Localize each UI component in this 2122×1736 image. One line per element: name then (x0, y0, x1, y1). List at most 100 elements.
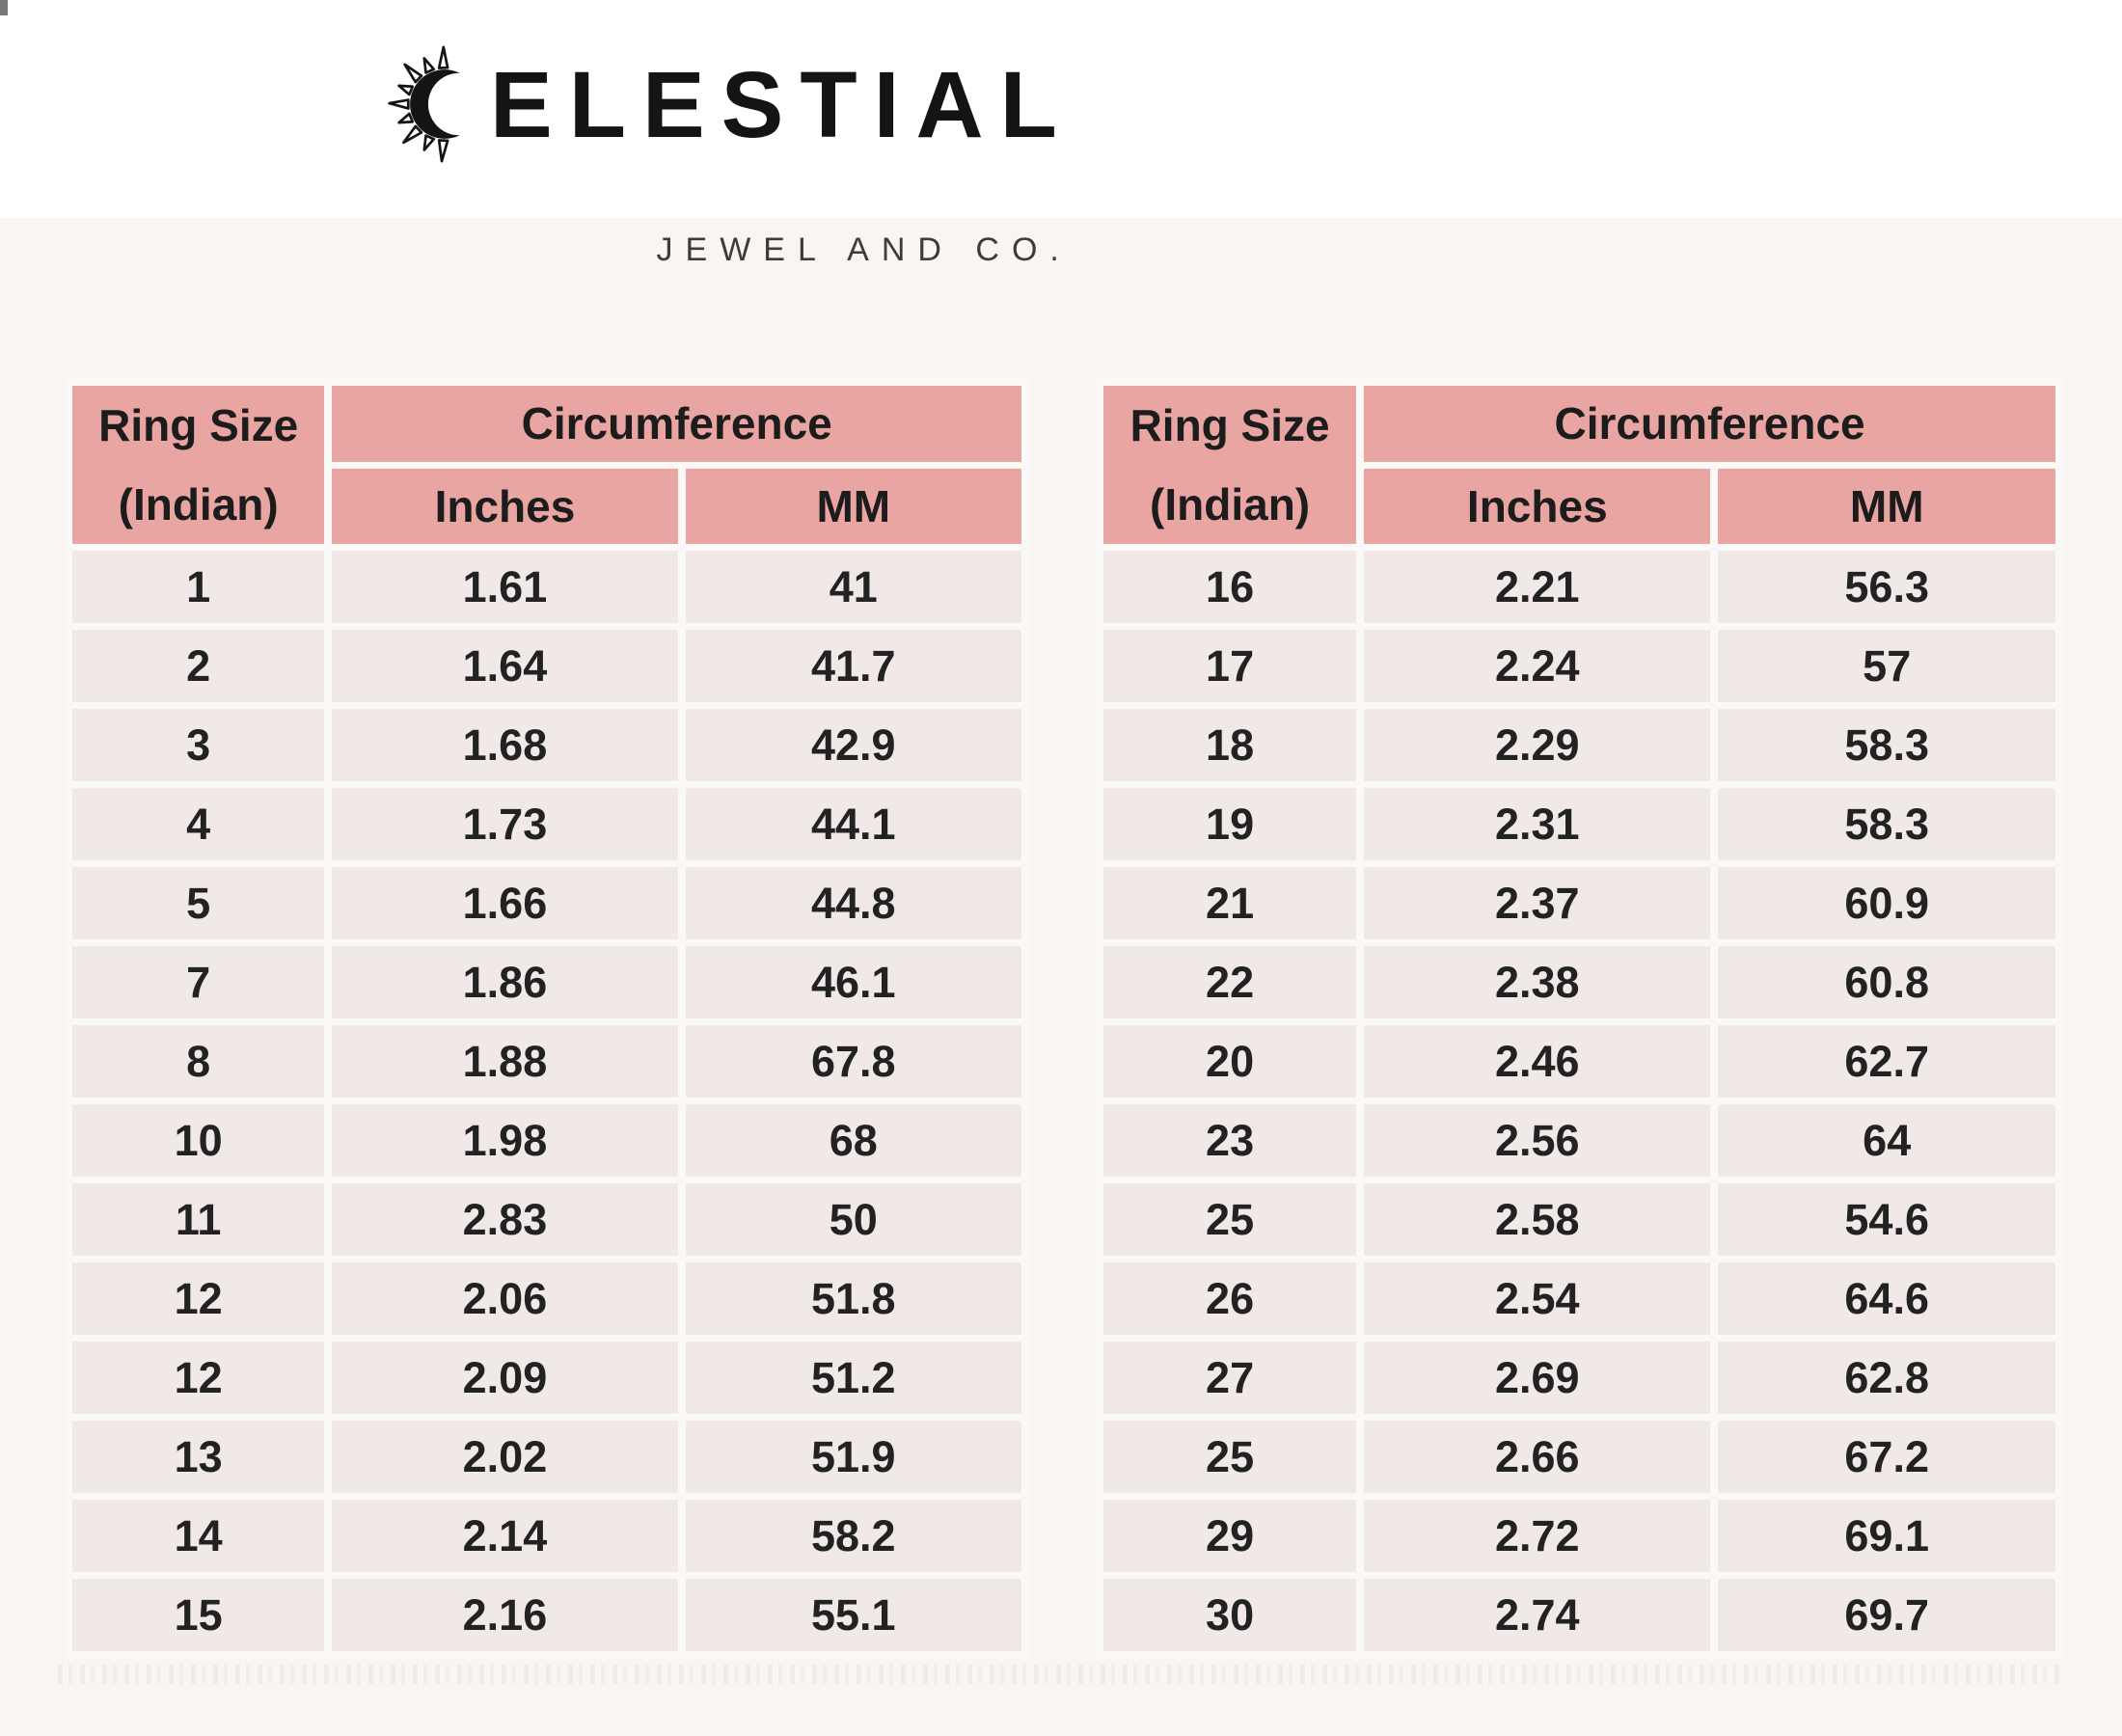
table-cell: 2.29 (1364, 709, 1711, 781)
table-cell: 8 (72, 1025, 325, 1098)
table-row: 3 1.68 42.9 (72, 709, 1021, 781)
table-cell: 19 (1103, 788, 1357, 860)
header-row-2: Inches MM (72, 468, 1021, 544)
table-cell: 15 (72, 1579, 325, 1651)
header-ring-size: Ring Size (Indian) (1103, 386, 1357, 544)
header-circumference: Circumference (1364, 386, 2055, 462)
header-row-1: Ring Size (Indian) Circumference (1103, 386, 2055, 544)
ring-size-table-right: Ring Size (Indian) Circumference Inches M… (1096, 379, 2063, 1658)
table-cell: 2.38 (1364, 946, 1711, 1018)
table-cell: 4 (72, 788, 325, 860)
header-ring-size-line2: (Indian) (1150, 479, 1311, 529)
table-row: 2 1.64 41.7 (72, 630, 1021, 702)
table-row: 5 1.66 44.8 (72, 867, 1021, 939)
table-cell: 2.66 (1364, 1421, 1711, 1493)
table-cell: 2.21 (1364, 551, 1711, 623)
table-cell: 46.1 (685, 946, 1021, 1018)
header-inches: Inches (332, 468, 678, 544)
table-cell: 1.73 (332, 788, 678, 860)
table-cell: 62.7 (1718, 1025, 2055, 1098)
table-cell: 1.66 (332, 867, 678, 939)
table-cell: 60.8 (1718, 946, 2055, 1018)
header-row-2: Inches MM (1103, 468, 2055, 544)
table-cell: 2.06 (332, 1262, 678, 1335)
table-cell: 26 (1103, 1262, 1357, 1335)
table-cell: 1.64 (332, 630, 678, 702)
table-cell: 68 (685, 1104, 1021, 1177)
table-cell: 60.9 (1718, 867, 2055, 939)
ring-size-table-right-wrap: Ring Size (Indian) Circumference Inches M… (1096, 379, 2063, 1658)
table-cell: 69.7 (1718, 1579, 2055, 1651)
table-row: 25 2.58 54.6 (1103, 1183, 2055, 1256)
table-cell: 23 (1103, 1104, 1357, 1177)
header-inches: Inches (1364, 468, 1711, 544)
table-cell: 57 (1718, 630, 2055, 702)
table-cell: 2.16 (332, 1579, 678, 1651)
table-cell: 1 (72, 551, 325, 623)
table-cell: 62.8 (1718, 1342, 2055, 1414)
table-row: 1 1.61 41 (72, 551, 1021, 623)
table-cell: 64 (1718, 1104, 2055, 1177)
table-cell: 2 (72, 630, 325, 702)
celestial-logo: ELESTIAL JEWEL AND CO. (386, 39, 1074, 269)
table-body-right: 16 2.21 56.3 17 2.24 57 18 2.29 58.3 19 2.31 58.3 21… (1103, 551, 2055, 1651)
header-ring-size-line2: (Indian) (118, 479, 279, 529)
table-row: 12 2.06 51.8 (72, 1262, 1021, 1335)
table-cell: 64.6 (1718, 1262, 2055, 1335)
table-cell: 51.9 (685, 1421, 1021, 1493)
table-cell: 2.74 (1364, 1579, 1711, 1651)
ring-size-table-left: Ring Size (Indian) Circumference Inches M… (65, 379, 1029, 1658)
table-cell: 1.68 (332, 709, 678, 781)
brand-subtitle: JEWEL AND CO. (656, 231, 1072, 268)
table-body-left: 1 1.61 41 2 1.64 41.7 3 1.68 42.9 4 1.73 44.1 5 1.66 4… (72, 551, 1021, 1651)
table-row: 16 2.21 56.3 (1103, 551, 2055, 623)
table-cell: 22 (1103, 946, 1357, 1018)
table-row: 30 2.74 69.7 (1103, 1579, 2055, 1651)
table-cell: 2.56 (1364, 1104, 1711, 1177)
table-cell: 3 (72, 709, 325, 781)
table-cell: 58.3 (1718, 709, 2055, 781)
table-cell: 12 (72, 1262, 325, 1335)
table-cell: 51.8 (685, 1262, 1021, 1335)
header-ring-size-line1: Ring Size (1129, 400, 1330, 450)
header-row-1: Ring Size (Indian) Circumference (72, 386, 1021, 544)
table-row: 12 2.09 51.2 (72, 1342, 1021, 1414)
table-cell: 51.2 (685, 1342, 1021, 1414)
table-row: 22 2.38 60.8 (1103, 946, 2055, 1018)
table-cell: 44.8 (685, 867, 1021, 939)
header-mm: MM (1718, 468, 2055, 544)
table-cell: 2.69 (1364, 1342, 1711, 1414)
table-cell: 10 (72, 1104, 325, 1177)
table-cell: 20 (1103, 1025, 1357, 1098)
table-row: 19 2.31 58.3 (1103, 788, 2055, 860)
table-cell: 12 (72, 1342, 325, 1414)
table-row: 20 2.46 62.7 (1103, 1025, 2055, 1098)
table-cell: 44.1 (685, 788, 1021, 860)
table-cell: 2.46 (1364, 1025, 1711, 1098)
table-row: 7 1.86 46.1 (72, 946, 1021, 1018)
table-cell: 2.09 (332, 1342, 678, 1414)
table-cell: 67.8 (685, 1025, 1021, 1098)
table-cell: 25 (1103, 1421, 1357, 1493)
table-row: 25 2.66 67.2 (1103, 1421, 2055, 1493)
table-cell: 14 (72, 1500, 325, 1572)
table-row: 23 2.56 64 (1103, 1104, 2055, 1177)
table-cell: 58.2 (685, 1500, 1021, 1572)
table-cell: 54.6 (1718, 1183, 2055, 1256)
table-cell: 2.37 (1364, 867, 1711, 939)
table-cell: 2.14 (332, 1500, 678, 1572)
table-row: 29 2.72 69.1 (1103, 1500, 2055, 1572)
table-cell: 2.83 (332, 1183, 678, 1256)
table-cell: 11 (72, 1183, 325, 1256)
table-cell: 21 (1103, 867, 1357, 939)
table-cell: 2.72 (1364, 1500, 1711, 1572)
table-row: 10 1.98 68 (72, 1104, 1021, 1177)
table-row: 14 2.14 58.2 (72, 1500, 1021, 1572)
table-row: 27 2.69 62.8 (1103, 1342, 2055, 1414)
table-cell: 1.86 (332, 946, 678, 1018)
header-ring-size-line1: Ring Size (98, 400, 299, 450)
table-cell: 50 (685, 1183, 1021, 1256)
table-cell: 55.1 (685, 1579, 1021, 1651)
table-cell: 2.02 (332, 1421, 678, 1493)
table-row: 11 2.83 50 (72, 1183, 1021, 1256)
